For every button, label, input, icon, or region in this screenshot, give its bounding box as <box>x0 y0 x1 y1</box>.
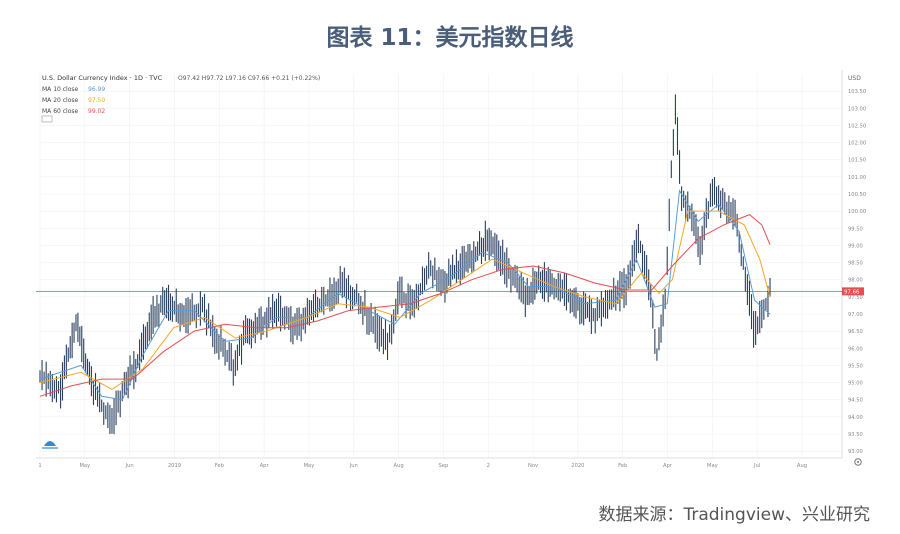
current-price-label: 97.66 <box>844 290 860 296</box>
x-tick-label: May <box>707 463 718 469</box>
y-tick-label: 102.00 <box>848 141 866 147</box>
y-tick-label: 97.50 <box>848 295 863 301</box>
ma20-label: MA 20 close <box>42 97 78 104</box>
y-tick-label: 103.00 <box>848 106 866 112</box>
grid-lines <box>39 74 842 458</box>
x-tick-label: Feb <box>215 463 225 469</box>
x-tick-label: 1 <box>38 463 41 469</box>
y-tick-label: 100.50 <box>848 192 866 198</box>
x-tick-label: Sep <box>439 463 449 469</box>
y-tick-label: 101.00 <box>848 175 866 181</box>
settings-gear-icon[interactable] <box>854 458 862 466</box>
series-group: 97.66 <box>36 94 864 435</box>
y-tick-label: 100.00 <box>848 209 866 215</box>
ma60-value: 99.02 <box>88 108 105 115</box>
ma60-line <box>39 214 771 397</box>
y-tick-label: 94.00 <box>848 415 863 421</box>
x-tick-label: Jun <box>349 463 358 469</box>
chart-panel[interactable]: 103.50 103.00 102.50 102.00 101.50 101.00 100.… <box>36 70 872 470</box>
y-tick-label: 98.50 <box>848 261 863 267</box>
ma60-label: MA 60 close <box>42 108 78 115</box>
x-tick-label: Apr <box>260 463 270 469</box>
x-tick-label: May <box>304 463 315 469</box>
current-price-badge <box>842 287 864 296</box>
ma10-label: MA 10 close <box>42 86 78 93</box>
chart-legend: U.S. Dollar Currency Index · 1D · TVC O9… <box>41 74 320 123</box>
y-tick-label: 99.00 <box>848 243 863 249</box>
tradingview-logo-icon <box>42 441 58 449</box>
axes: 103.50 103.00 102.50 102.00 101.50 101.00 100.… <box>36 70 866 469</box>
figure-title: 图表 11：美元指数日线 <box>326 25 574 51</box>
y-tick-label: 102.50 <box>848 123 866 129</box>
chart-title: U.S. Dollar Currency Index · 1D · TVC <box>42 74 163 82</box>
y-tick-label: 95.50 <box>848 363 863 369</box>
chart-svg[interactable]: 103.50 103.00 102.50 102.00 101.50 101.00 100.… <box>36 70 872 470</box>
source-note: 数据来源：Tradingview、兴业研究 <box>598 505 870 525</box>
x-tick-label: Aug <box>797 463 807 469</box>
x-tick-label: Apr <box>663 463 673 469</box>
y-tick-label: 96.50 <box>848 329 863 335</box>
ma20-line <box>39 210 771 390</box>
x-tick-label: 2019 <box>168 463 181 469</box>
y-tick-label: 96.00 <box>848 346 863 352</box>
x-tick-label: 2 <box>487 463 490 469</box>
x-tick-label: Jun <box>125 463 134 469</box>
y-tick-label: 98.00 <box>848 278 863 284</box>
y-tick-label: 103.50 <box>848 89 866 95</box>
x-tick-label: 2020 <box>571 463 584 469</box>
ma10-value: 96.99 <box>88 86 105 93</box>
y-tick-label: 97.00 <box>848 312 863 318</box>
y-tick-label: 95.00 <box>848 381 863 387</box>
x-tick-label: May <box>79 463 90 469</box>
y-tick-label: 101.50 <box>848 158 866 164</box>
x-tick-label: Feb <box>618 463 628 469</box>
y-tick-label: 94.50 <box>848 398 863 404</box>
y-tick-label: 93.00 <box>848 449 863 455</box>
ma20-value: 97.50 <box>88 97 105 104</box>
x-tick-label: Nov <box>528 463 538 469</box>
y-tick-label: 99.50 <box>848 226 863 232</box>
y-tick-label: 93.50 <box>848 432 863 438</box>
currency-label: USD <box>848 75 861 82</box>
x-tick-label: Jul <box>753 463 760 469</box>
collapse-legend-button[interactable] <box>41 115 53 123</box>
ma10-line <box>39 189 771 401</box>
x-tick-label: Aug <box>394 463 404 469</box>
ohlc-readout: O97.42 H97.72 L97.16 C97.66 +0.21 (+0.22… <box>178 75 320 82</box>
